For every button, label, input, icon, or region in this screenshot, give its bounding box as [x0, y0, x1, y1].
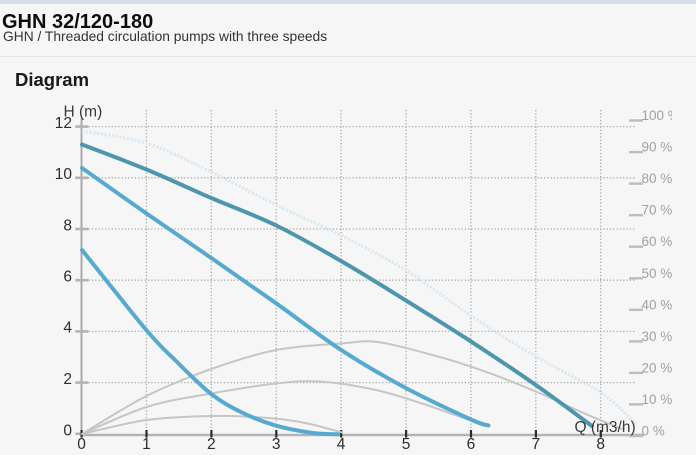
svg-text:H (m): H (m): [64, 104, 103, 121]
svg-text:60 %: 60 %: [642, 234, 673, 249]
svg-text:8: 8: [596, 436, 605, 453]
svg-text:1: 1: [142, 436, 151, 453]
svg-text:70 %: 70 %: [642, 203, 673, 218]
svg-text:4: 4: [337, 436, 346, 453]
svg-text:2: 2: [207, 436, 216, 453]
svg-text:10 %: 10 %: [642, 392, 673, 407]
svg-text:2: 2: [63, 371, 72, 388]
svg-text:6: 6: [63, 269, 72, 286]
svg-text:0: 0: [77, 436, 86, 453]
svg-text:20 %: 20 %: [642, 360, 673, 375]
svg-text:3: 3: [272, 436, 281, 453]
svg-text:6: 6: [467, 436, 476, 453]
svg-text:100 %: 100 %: [642, 108, 680, 123]
svg-text:4: 4: [63, 320, 72, 337]
svg-text:0: 0: [63, 422, 72, 439]
svg-text:8: 8: [63, 217, 72, 234]
svg-text:80 %: 80 %: [642, 171, 673, 186]
svg-text:30 %: 30 %: [642, 329, 673, 344]
svg-text:12: 12: [55, 115, 72, 132]
svg-text:40 %: 40 %: [642, 297, 673, 312]
svg-text:0 %: 0 %: [642, 424, 665, 439]
svg-text:90 %: 90 %: [642, 140, 673, 155]
svg-text:7: 7: [531, 436, 540, 453]
svg-text:10: 10: [55, 166, 73, 183]
svg-text:50 %: 50 %: [642, 266, 673, 281]
svg-text:5: 5: [402, 436, 411, 453]
svg-text:Q (m3/h): Q (m3/h): [575, 419, 636, 436]
